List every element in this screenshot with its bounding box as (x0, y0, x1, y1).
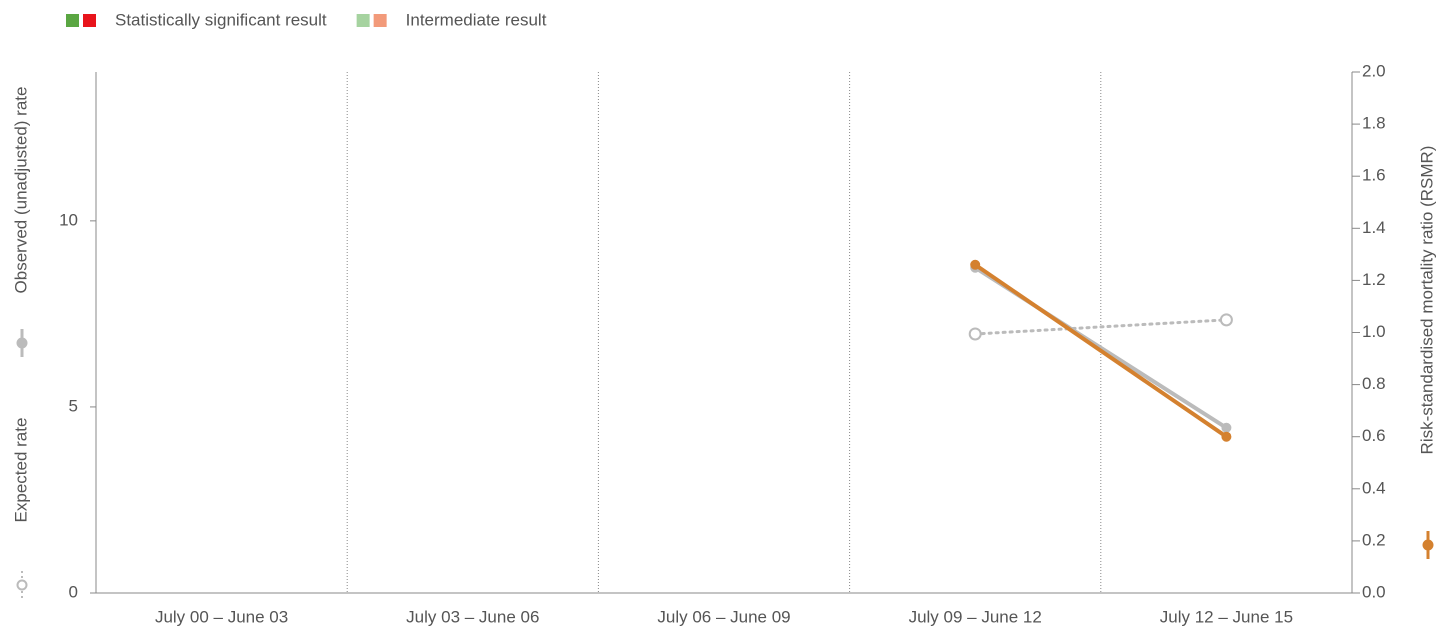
y-axis-title: Observed (unadjusted) rate (11, 87, 30, 294)
point (970, 259, 981, 270)
y2-tick-label: 0.4 (1362, 478, 1386, 497)
legend-label: Statistically significant result (115, 10, 327, 29)
icon-marker (16, 579, 28, 591)
y2-axis-title: Risk-standardised mortality ratio (RSMR) (1417, 146, 1436, 455)
point (968, 327, 982, 341)
y2-tick-label: 1.8 (1362, 114, 1386, 133)
x-tick-label: July 12 – June 15 (1160, 607, 1293, 626)
y2-tick-label: 1.0 (1362, 322, 1386, 341)
legend-label: Intermediate result (406, 10, 547, 29)
series-line (974, 263, 1228, 439)
y2-tick-label: 1.6 (1362, 166, 1386, 185)
point (1221, 431, 1232, 442)
y2-tick-label: 0.8 (1362, 374, 1386, 393)
y-tick-label: 5 (69, 396, 78, 415)
x-tick-label: July 00 – June 03 (155, 607, 288, 626)
y2-tick-label: 2.0 (1362, 61, 1386, 80)
y-axis-title: Expected rate (11, 418, 30, 523)
x-tick-label: July 06 – June 09 (657, 607, 790, 626)
series-icon (1422, 531, 1434, 559)
point (1219, 313, 1233, 327)
series-icon (16, 329, 28, 357)
y2-tick-label: 0.0 (1362, 582, 1386, 601)
y2-tick-label: 1.4 (1362, 218, 1386, 237)
icon-marker (16, 337, 28, 349)
x-tick-label: July 09 – June 12 (909, 607, 1042, 626)
legend-swatch (66, 14, 79, 27)
x-tick-label: July 03 – June 06 (406, 607, 539, 626)
series-line (973, 318, 1228, 336)
y2-tick-label: 1.2 (1362, 270, 1386, 289)
legend-swatch (356, 14, 370, 27)
point (1221, 422, 1232, 433)
series-icon (16, 571, 28, 599)
y2-tick-label: 0.2 (1362, 530, 1386, 549)
icon-marker (1422, 539, 1434, 551)
legend-swatch (83, 14, 96, 27)
legend-swatch (373, 14, 387, 27)
y2-tick-label: 0.6 (1362, 426, 1386, 445)
y-tick-label: 10 (59, 210, 78, 229)
y-tick-label: 0 (69, 582, 78, 601)
